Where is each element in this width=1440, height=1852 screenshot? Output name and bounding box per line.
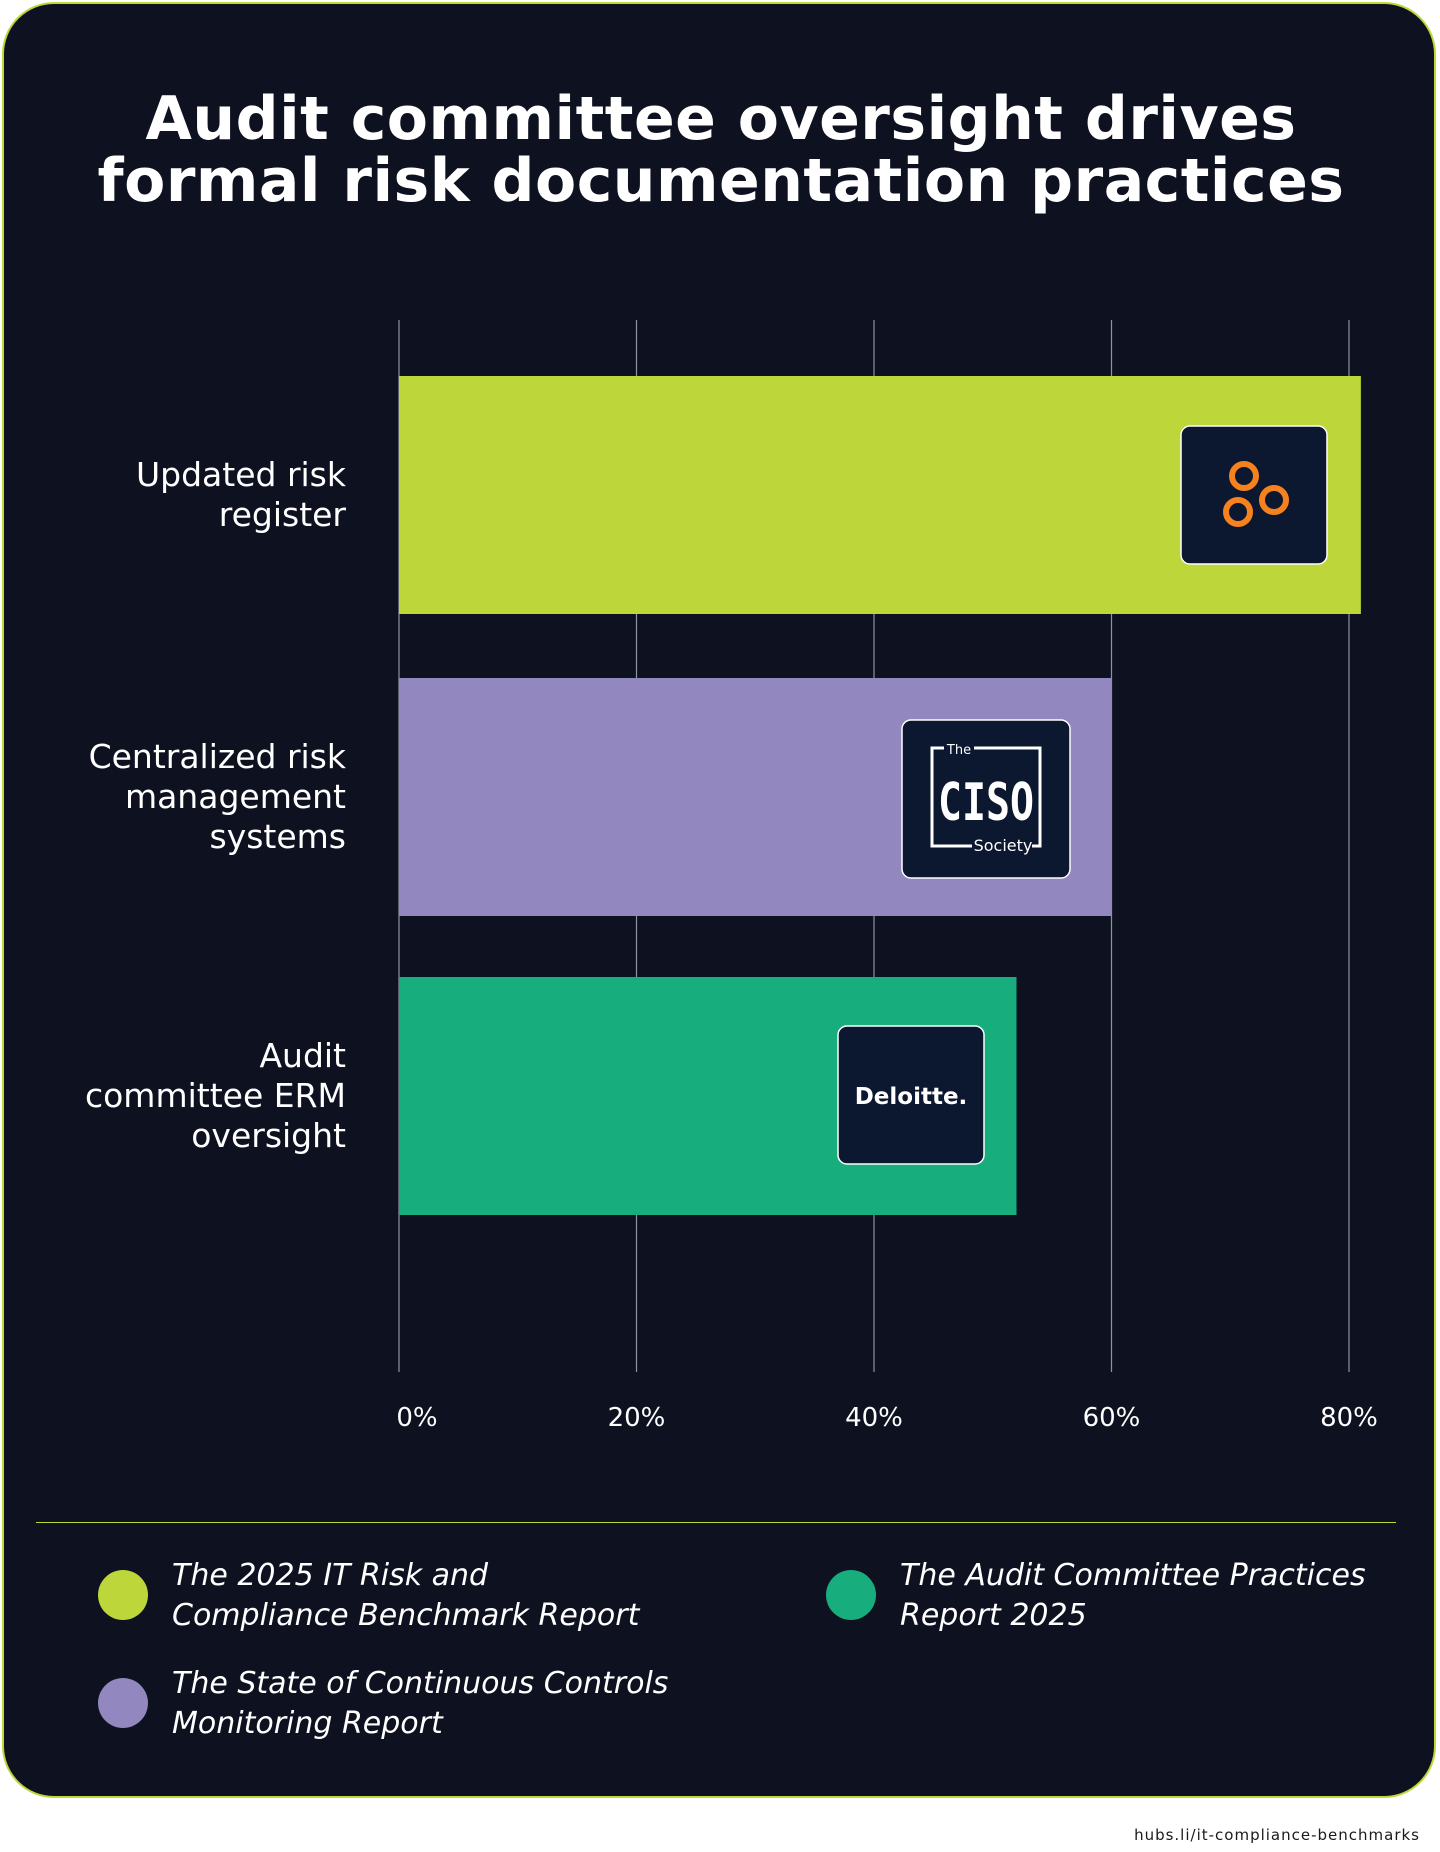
legend-label-line: The Audit Committee Practices (900, 1558, 1366, 1593)
vanta-circle-icon (1259, 485, 1289, 515)
category-label-line: committee ERM (85, 1076, 346, 1115)
footer-url[interactable]: hubs.li/it-compliance-benchmarks (1134, 1826, 1420, 1844)
x-tick-label: 60% (1083, 1403, 1141, 1433)
vanta-logo (1180, 425, 1328, 565)
vanta-circle-icon (1223, 497, 1253, 527)
ciso-frame-left (930, 746, 972, 848)
ciso-logo-main-text: CISO (938, 773, 1034, 833)
title-line-2: formal risk documentation practices (97, 146, 1345, 216)
category-label: Audit committee ERM oversight (85, 1036, 346, 1155)
x-tick-label: 0% (396, 1403, 437, 1433)
ciso-society-logo (901, 719, 1071, 879)
legend-divider (36, 1522, 1396, 1523)
ciso-logo-bottom-text: Society (974, 836, 1033, 855)
legend-label-line: The 2025 IT Risk and (172, 1558, 489, 1593)
legend-label-line: Compliance Benchmark Report (172, 1598, 640, 1633)
infographic-card: Audit committee oversight drives formal … (2, 2, 1436, 1798)
category-label-line: Centralized risk (89, 737, 347, 776)
legend-item-ccm: The State of Continuous Controls Monitor… (98, 1664, 668, 1744)
legend-label-line: Monitoring Report (172, 1706, 443, 1741)
title-line-1: Audit committee oversight drives (145, 84, 1297, 154)
category-label-line: Audit (259, 1036, 346, 1075)
category-label-line: systems (210, 817, 347, 856)
legend-label-line: The State of Continuous Controls (172, 1666, 669, 1701)
legend-swatch (98, 1678, 148, 1728)
legend-swatch (98, 1570, 148, 1620)
category-label: Updated risk register (136, 455, 347, 534)
legend-label: The 2025 IT Risk and Compliance Benchmar… (172, 1556, 639, 1636)
legend-label-line: Report 2025 (900, 1598, 1087, 1633)
legend-item-it-risk: The 2025 IT Risk and Compliance Benchmar… (98, 1556, 639, 1636)
deloitte-logo (837, 1025, 985, 1165)
x-tick-label: 80% (1320, 1403, 1378, 1433)
legend-item-audit-committee: The Audit Committee Practices Report 202… (826, 1556, 1366, 1636)
x-tick-label: 20% (608, 1403, 666, 1433)
legend-swatch (826, 1570, 876, 1620)
category-label-line: oversight (191, 1116, 346, 1155)
category-label-line: register (219, 495, 347, 534)
ciso-logo-top-text: The (946, 743, 971, 758)
legend-label: The Audit Committee Practices Report 202… (900, 1556, 1366, 1636)
category-label-line: management (125, 777, 346, 816)
vanta-circle-icon (1229, 461, 1259, 491)
legend-label: The State of Continuous Controls Monitor… (172, 1664, 668, 1744)
category-label: Centralized risk management systems (89, 737, 347, 856)
chart-title: Audit committee oversight drives formal … (4, 84, 1434, 216)
x-tick-label: 40% (845, 1403, 903, 1433)
bar-chart: 0% 20% 40% 60% 80% Updated risk register Centra… (85, 320, 1378, 1433)
deloitte-logo-text: Deloitte. (855, 1084, 968, 1110)
ciso-frame-right (974, 746, 1042, 848)
category-label-line: Updated risk (136, 455, 347, 494)
